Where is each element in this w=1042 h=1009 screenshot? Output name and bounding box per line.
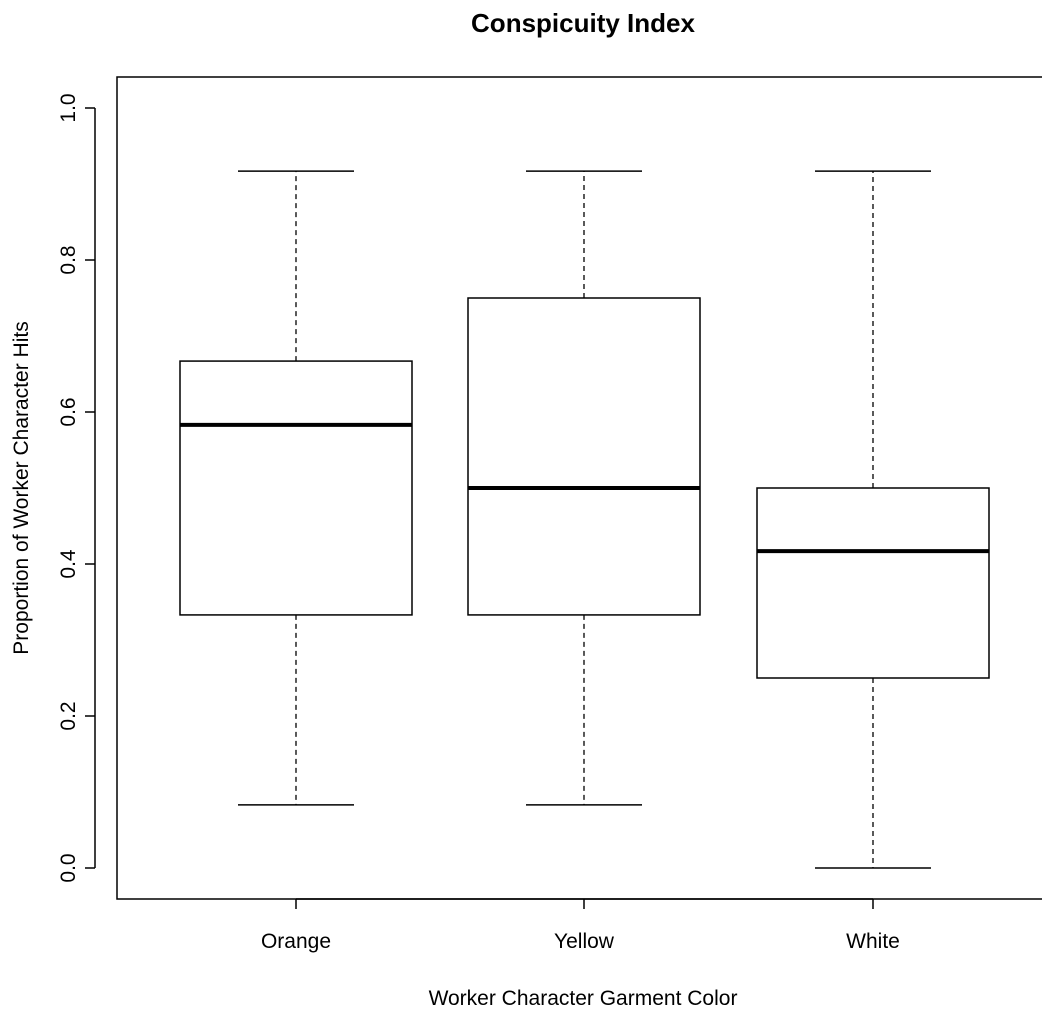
y-tick-label: 0.0 bbox=[57, 853, 80, 882]
y-tick-label: 1.0 bbox=[57, 93, 80, 122]
x-tick-label: Yellow bbox=[554, 930, 615, 953]
iqr-box bbox=[179, 360, 413, 616]
x-tick-label: Orange bbox=[261, 930, 331, 953]
y-tick-label: 0.6 bbox=[57, 397, 80, 426]
y-tick-label: 0.8 bbox=[57, 245, 80, 274]
y-tick-label: 0.4 bbox=[57, 549, 80, 579]
chart-title: Conspicuity Index bbox=[471, 8, 695, 38]
box-group-white bbox=[756, 170, 990, 869]
x-tick-label: White bbox=[846, 930, 900, 953]
y-axis-title: Proportion of Worker Character Hits bbox=[10, 321, 33, 654]
iqr-box bbox=[467, 297, 701, 616]
iqr-box bbox=[756, 487, 990, 679]
boxplot-series bbox=[179, 170, 990, 869]
box-group-orange bbox=[179, 170, 413, 806]
x-axis: Orange Yellow White bbox=[261, 898, 900, 953]
box-group-yellow bbox=[467, 170, 701, 806]
y-axis: 0.0 0.2 0.4 0.6 0.8 1.0 bbox=[57, 93, 96, 883]
x-axis-title: Worker Character Garment Color bbox=[429, 987, 738, 1009]
y-tick-label: 0.2 bbox=[57, 701, 80, 730]
